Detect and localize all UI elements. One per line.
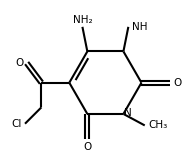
Text: Cl: Cl [11, 119, 22, 129]
Text: NH₂: NH₂ [73, 15, 92, 25]
Text: N: N [124, 108, 132, 118]
Text: O: O [173, 78, 182, 88]
Text: CH₃: CH₃ [148, 120, 167, 130]
Text: O: O [15, 58, 23, 68]
Text: NH: NH [132, 22, 147, 32]
Text: O: O [83, 142, 92, 152]
